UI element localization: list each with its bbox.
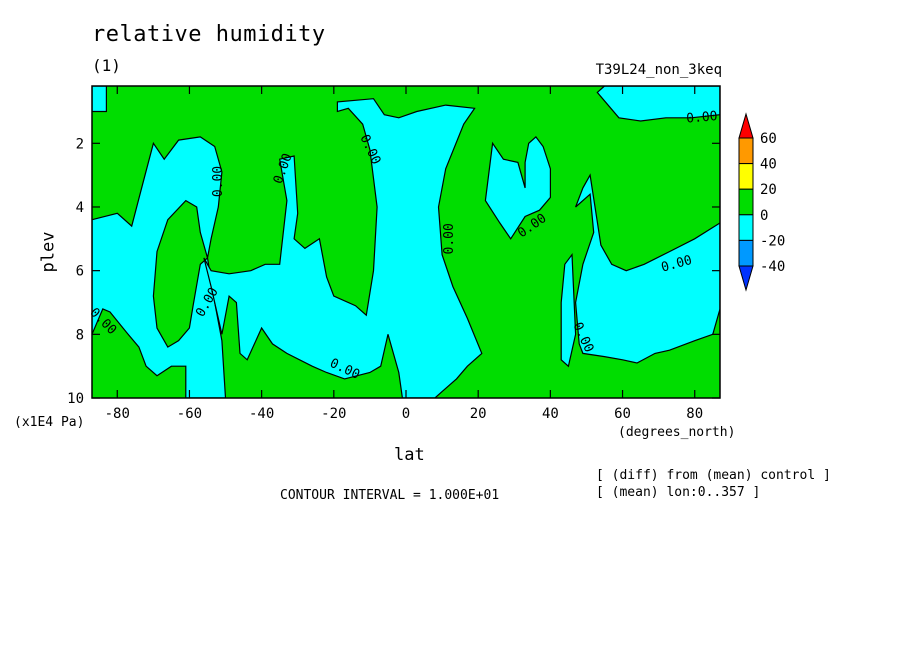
colorbar-label-3: 0 (760, 208, 768, 224)
colorbar-label-2: 20 (760, 182, 777, 198)
colorbar-segment-1 (738, 137, 754, 165)
colorbar-triangle-bottom (738, 265, 754, 292)
contour-label-3: 0.00 (442, 223, 457, 254)
x-tick-label-3: -20 (321, 406, 346, 422)
colorbar-label-0: 60 (760, 131, 777, 147)
x-tick-label-7: 60 (614, 406, 631, 422)
mean-note: [ (mean) lon:0..357 ] (596, 485, 761, 500)
x-tick-label-4: 0 (402, 406, 410, 422)
x-tick-label-8: 80 (686, 406, 703, 422)
contour-label-5: 0.00 (686, 109, 719, 127)
colorbar-segment-3 (738, 188, 754, 216)
contour-label-0: 0.00 (211, 166, 226, 197)
negative-region-3 (484, 136, 552, 240)
x-tick-label-0: -80 (105, 406, 130, 422)
y-tick-label-0: 2 (76, 136, 84, 152)
x-axis-label: lat (394, 445, 425, 465)
negative-region-1 (92, 136, 227, 398)
negative-region-6 (596, 86, 720, 122)
negative-region-4 (574, 173, 720, 364)
x-tick-label-1: -60 (177, 406, 202, 422)
x-tick-label-5: 20 (470, 406, 487, 422)
colorbar-segment-5 (738, 239, 754, 267)
colorbar-triangle-top (738, 112, 754, 139)
chart-title: relative humidity (92, 22, 326, 47)
negative-region-2 (203, 98, 483, 398)
contour-interval-note: CONTOUR INTERVAL = 1.000E+01 (280, 488, 500, 503)
colorbar-label-1: 40 (760, 157, 777, 173)
chart-subtitle: (1) (92, 56, 121, 75)
y-axis-units: (x1E4 Pa) (14, 415, 85, 430)
y-tick-label-3: 8 (76, 327, 84, 343)
colorbar-label-5: -40 (760, 259, 785, 275)
y-tick-label-4: 10 (67, 391, 84, 407)
y-tick-label-1: 4 (76, 200, 84, 216)
diff-note: [ (diff) from (mean) control ] (596, 468, 831, 483)
negative-region-5 (560, 253, 577, 368)
negative-region-0 (92, 86, 108, 113)
x-tick-label-2: -40 (249, 406, 274, 422)
colorbar-segment-4 (738, 214, 754, 241)
y-tick-label-2: 6 (76, 264, 84, 280)
x-axis-units: (degrees_north) (618, 425, 736, 440)
colorbar-label-4: -20 (760, 233, 785, 249)
colorbar-segment-2 (738, 163, 754, 190)
x-tick-label-6: 40 (542, 406, 559, 422)
run-label: T39L24_non_3keq (595, 62, 722, 78)
